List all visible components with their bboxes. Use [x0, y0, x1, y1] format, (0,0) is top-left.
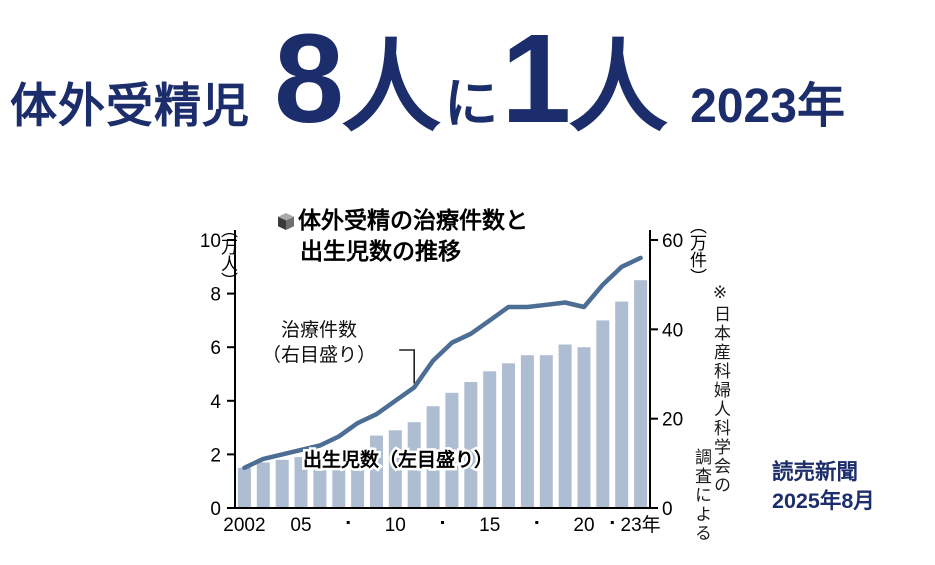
chart-title-line2: 出生児数の推移 — [300, 237, 461, 264]
credit-date: 2025年8月 — [772, 489, 875, 514]
right-tick-label: 0 — [662, 499, 673, 520]
bar-2012 — [426, 406, 440, 508]
x-axis-minor-dot — [610, 521, 614, 524]
line-series-label: 治療件数 （右目盛り） — [243, 318, 395, 368]
x-tick-label: 05 — [290, 515, 311, 536]
headline-unit-right: 人 — [568, 32, 669, 144]
bar-2016 — [502, 363, 515, 508]
left-axis-unit: （万人） — [218, 221, 237, 289]
bar-2017 — [520, 355, 534, 508]
treatment-line — [242, 255, 643, 471]
bar-2003 — [256, 462, 270, 508]
left-tick-label: 8 — [210, 285, 221, 306]
bar-2020 — [577, 347, 591, 508]
bar-2004 — [275, 459, 289, 508]
headline-particle: に — [444, 74, 499, 134]
left-tick-label: 2 — [210, 445, 221, 466]
x-tick-label: 20 — [573, 515, 594, 536]
right-tick-label: 60 — [662, 231, 683, 252]
bar-2008 — [351, 449, 365, 508]
bar-2006 — [313, 454, 327, 508]
x-axis-minor-dot — [346, 521, 350, 524]
right-axis-unit: （万件） — [687, 217, 706, 285]
credit-publisher: 読売新聞 — [772, 460, 859, 484]
chart-area: 0 2 4 6 8 10 0 20 40 60 2002 05 10 15 20 23年 出生児数（左目盛り） — [165, 198, 745, 558]
right-tick-label: 40 — [662, 320, 683, 341]
combo-chart: 0 2 4 6 8 10 0 20 40 60 2002 05 10 15 20 23年 出生児数（左目盛り） — [200, 230, 683, 536]
bar-2018 — [539, 355, 553, 508]
x-tick-label: 15 — [479, 515, 500, 536]
source-note-col2: 調査による — [692, 448, 711, 543]
headline-unit-left: 人 — [341, 32, 442, 144]
chart-title-line1: 体外受精の治療件数と — [298, 207, 528, 233]
bar-2011 — [407, 422, 421, 508]
bar-2013 — [445, 392, 459, 508]
bar-2022 — [615, 301, 629, 508]
bar-series-label: 出生児数（左目盛り） — [303, 448, 493, 471]
headline-count-right: 1 — [501, 8, 571, 149]
bar-2023 — [634, 280, 648, 508]
source-note-col1: ※日本産科婦人科学会の — [711, 283, 730, 495]
x-tick-label: 23年 — [621, 514, 661, 536]
left-tick-label: 6 — [210, 338, 221, 359]
right-tick-label: 20 — [662, 410, 683, 431]
headline-prefix: 体外受精児 — [10, 79, 250, 132]
x-tick-label: 2002 — [223, 515, 265, 536]
headline-year: 2023年 — [690, 80, 845, 133]
bar-2009 — [370, 435, 383, 508]
bar-2010 — [388, 430, 402, 508]
bar-2019 — [558, 344, 572, 508]
line-series-label-name: 治療件数 — [280, 320, 357, 341]
left-tick-label: 0 — [210, 499, 221, 520]
left-tick-label: 4 — [210, 392, 221, 413]
left-tick-label: 10 — [200, 231, 221, 252]
credit: 読売新聞 2025年8月 — [772, 458, 875, 516]
x-axis-minor-dot — [535, 521, 539, 524]
cube-icon — [278, 208, 294, 237]
headline-count-left: 8 — [274, 8, 344, 149]
x-axis-minor-dot — [441, 521, 444, 524]
x-tick-label: 10 — [385, 515, 406, 536]
legend-connector — [399, 349, 415, 384]
bar-2021 — [596, 320, 610, 508]
line-series-label-scale: （右目盛り） — [261, 345, 376, 367]
chart-title: 体外受精の治療件数と 出生児数の推移 — [278, 206, 528, 266]
bar-2015 — [483, 371, 497, 508]
bar-2007 — [332, 454, 346, 508]
headline: 体外受精児 8 人 に 1 人 2023年 — [10, 16, 845, 142]
bar-2014 — [464, 382, 478, 508]
bar-2002 — [237, 467, 251, 508]
bar-2005 — [294, 457, 308, 508]
